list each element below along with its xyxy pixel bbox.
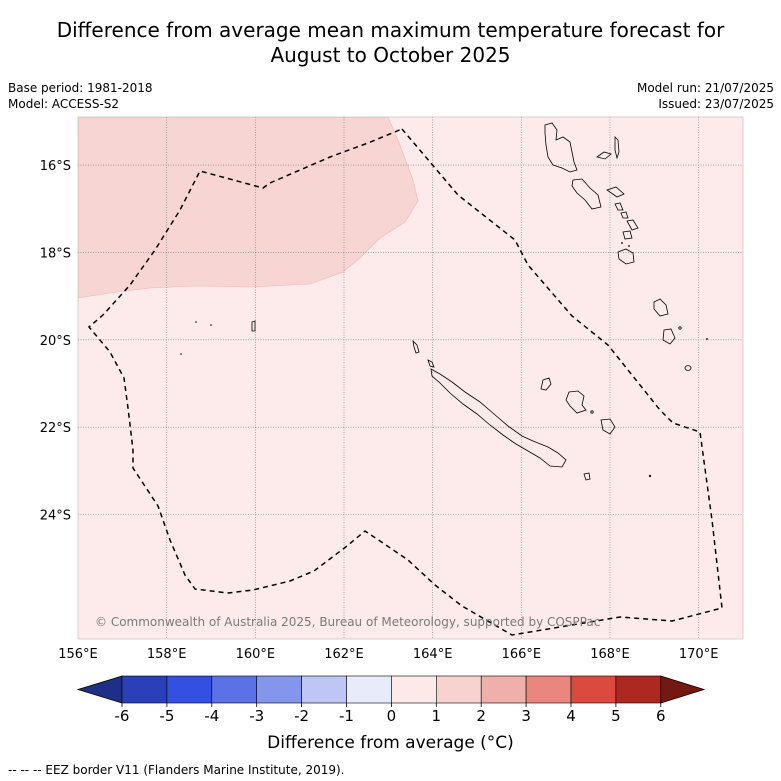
island-isle-of-pines bbox=[583, 472, 591, 481]
colorbar-tick-label: 0 bbox=[387, 707, 397, 725]
meta-left: Base period: 1981-2018 Model: ACCESS-S2 bbox=[8, 80, 153, 112]
latitude-tick-labels: 16°S 18°S 20°S 22°S 24°S bbox=[40, 159, 71, 523]
chart-title: Difference from average mean maximum tem… bbox=[0, 18, 781, 68]
colorbar-tick-labels: -6 -5 -4 -3 -2 -1 0 1 2 3 4 5 6 bbox=[115, 703, 666, 725]
island-maewo bbox=[614, 136, 620, 160]
longitude-tick-label: 160°E bbox=[236, 647, 276, 662]
longitude-tick-label: 164°E bbox=[413, 647, 453, 662]
colorbar-bin bbox=[525, 675, 572, 704]
meta-right: Model run: 21/07/2025 Issued: 23/07/2025 bbox=[637, 80, 774, 112]
longitude-tick-labels: 156°E 158°E 160°E 162°E 164°E 166°E 168°E 170°E bbox=[58, 647, 718, 662]
colorbar-tick-label: 2 bbox=[476, 707, 486, 725]
eez-border bbox=[87, 128, 723, 636]
colorbar-tick-label: -1 bbox=[339, 707, 354, 725]
islet-vanuatu-2 bbox=[628, 245, 630, 247]
island-east-1 bbox=[653, 298, 669, 317]
longitude-tick-label: 168°E bbox=[590, 647, 630, 662]
island-ambae bbox=[596, 151, 612, 160]
island-belep bbox=[412, 339, 420, 354]
model-run: Model run: 21/07/2025 bbox=[636, 81, 774, 95]
longitude-tick-label: 156°E bbox=[58, 647, 98, 662]
colorbar-tick-label: -6 bbox=[115, 707, 130, 725]
islet-east-4 bbox=[706, 338, 708, 340]
latitude-tick-label: 24°S bbox=[40, 509, 71, 524]
island-tiga bbox=[590, 410, 594, 414]
copyright-text: © Commonwealth of Australia 2025, Bureau… bbox=[95, 615, 600, 629]
longitude-tick-label: 170°E bbox=[679, 647, 719, 662]
islet-west-3 bbox=[180, 353, 182, 355]
islet-west-2 bbox=[210, 324, 212, 326]
colorbar-bin bbox=[166, 675, 213, 704]
latitude-tick-label: 18°S bbox=[40, 246, 71, 261]
colorbar-tick-label: 3 bbox=[521, 707, 531, 725]
colorbar-label: Difference from average (°C) bbox=[267, 733, 514, 753]
island-mare bbox=[600, 418, 616, 435]
colorbar-bin bbox=[301, 675, 347, 704]
island-walpole bbox=[648, 474, 652, 478]
colorbar-bin bbox=[570, 675, 617, 704]
colorbar-tick-label: 1 bbox=[432, 707, 442, 725]
longitude-tick-label: 166°E bbox=[502, 647, 542, 662]
island-epi bbox=[614, 202, 624, 211]
island-malakula bbox=[571, 178, 602, 210]
island-east-2 bbox=[662, 328, 676, 345]
colorbar-tick-label: 4 bbox=[566, 707, 576, 725]
islet-vanuatu-1 bbox=[621, 242, 623, 244]
longitude-tick-label: 158°E bbox=[147, 647, 187, 662]
islet-west-1 bbox=[195, 321, 197, 323]
latitude-tick-label: 22°S bbox=[40, 421, 71, 436]
colorbar-tick-label: 5 bbox=[611, 707, 621, 725]
colorbar-bin bbox=[346, 675, 392, 704]
island-tanna bbox=[617, 248, 635, 265]
colorbar-extend-low bbox=[76, 675, 123, 704]
colorbar-tick-label: -3 bbox=[249, 707, 264, 725]
island-espiritu-santo bbox=[544, 122, 578, 173]
island-pentecost-ambrym bbox=[606, 186, 625, 198]
island-efate bbox=[626, 219, 639, 231]
colorbar-tick-label: -4 bbox=[204, 707, 219, 725]
map-frame bbox=[77, 116, 744, 640]
island-north-islet bbox=[427, 359, 435, 368]
island-new-caledonia bbox=[430, 368, 567, 468]
colorbar-tick-label: -5 bbox=[159, 707, 174, 725]
eez-footnote: -- -- -- EEZ border V11 (Flanders Marine… bbox=[8, 763, 345, 777]
colorbar-bin bbox=[391, 675, 437, 704]
colorbar-tick-label: -2 bbox=[294, 707, 309, 725]
base-period: Base period: 1981-2018 bbox=[8, 81, 153, 95]
issued-date: Issued: 23/07/2025 bbox=[658, 97, 774, 111]
colorbar-bin bbox=[480, 675, 527, 704]
title-line-2: August to October 2025 bbox=[270, 43, 511, 67]
island-erromango bbox=[622, 230, 633, 240]
colorbar-tick-label: 6 bbox=[656, 707, 666, 725]
graticule-lines bbox=[78, 117, 743, 639]
island-ouvea bbox=[540, 377, 552, 391]
colorbar-extend-high bbox=[660, 675, 706, 704]
colorbar-bin bbox=[211, 675, 258, 704]
model-name: Model: ACCESS-S2 bbox=[8, 97, 120, 111]
colorbar-bin bbox=[256, 675, 302, 704]
latitude-tick-label: 16°S bbox=[40, 159, 71, 174]
colorbar bbox=[76, 675, 706, 704]
colorbar-bin bbox=[435, 675, 482, 704]
anomaly-region-1-to-2 bbox=[78, 117, 419, 299]
island-lifou bbox=[565, 390, 587, 414]
colorbar-bin bbox=[121, 675, 168, 704]
title-line-1: Difference from average mean maximum tem… bbox=[56, 18, 725, 42]
colorbar-bin bbox=[615, 675, 662, 704]
longitude-tick-label: 162°E bbox=[324, 647, 364, 662]
latitude-tick-label: 20°S bbox=[40, 334, 71, 349]
island-chesterfield bbox=[251, 320, 256, 332]
island-shepherd bbox=[620, 211, 629, 219]
islet-east-3 bbox=[678, 326, 682, 330]
islet-east-5 bbox=[684, 365, 692, 371]
